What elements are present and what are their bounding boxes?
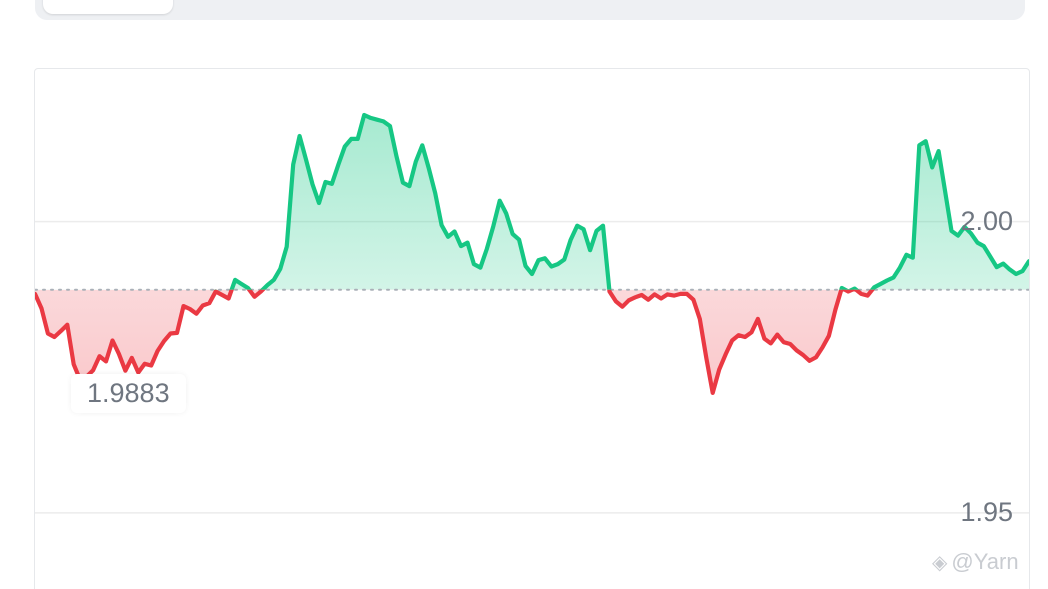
watermark: ◈ @Yarn [932,549,1019,575]
time-range-tabs[interactable] [35,0,1025,20]
area-below-reference [35,289,873,393]
area-above-reference [35,115,1029,290]
series-line-above [214,112,1029,290]
binance-diamond-icon: ◈ [932,552,948,574]
y-tick-label-1-95: 1.95 [960,496,1013,527]
price-chart-card: 2.00 1.95 1.9883 [34,68,1030,589]
series-line-below [35,289,875,395]
tab-active[interactable] [43,0,173,14]
y-tick-label-2-00: 2.00 [960,205,1013,236]
price-chart [35,112,1029,514]
reference-price-label: 1.9883 [71,374,186,413]
watermark-text: @Yarn [951,549,1019,574]
